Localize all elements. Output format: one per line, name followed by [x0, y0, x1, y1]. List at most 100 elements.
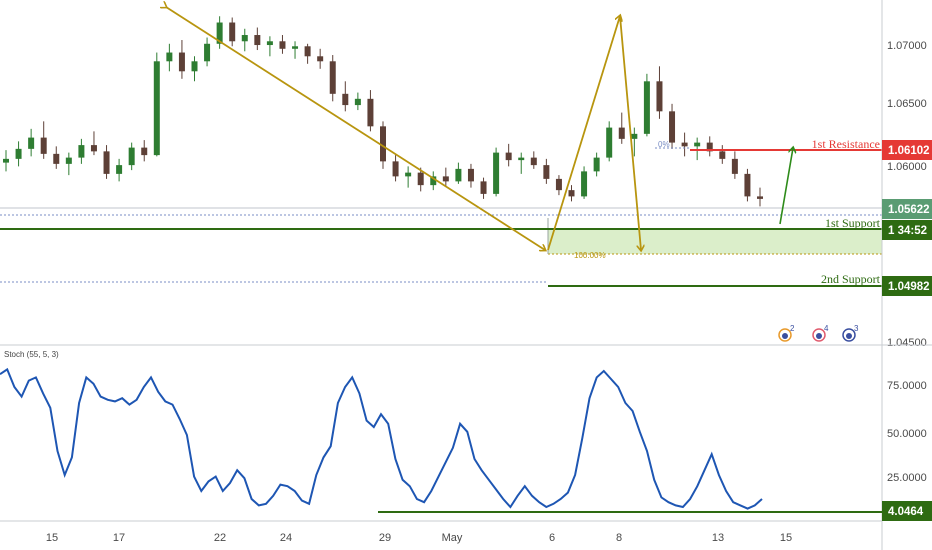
event-flag-inner-icon: [782, 333, 788, 339]
candle-body: [128, 147, 135, 166]
support-price-badge: [882, 220, 932, 240]
price-pane[interactable]: [0, 0, 882, 344]
event-count-b: 4: [824, 324, 829, 333]
candle-body: [40, 137, 47, 154]
candle-body: [116, 165, 123, 174]
candle-body: [292, 46, 299, 49]
stoch-tick: 25.0000: [887, 472, 927, 484]
current-price-badge-text: 1.05622: [888, 204, 930, 216]
candle-body: [191, 61, 198, 72]
candle-body: [241, 35, 248, 42]
first-support-label: 1st Support: [825, 216, 881, 230]
candle-body: [681, 142, 688, 147]
candle-body: [317, 56, 324, 62]
candle-body: [342, 93, 349, 106]
candle-body: [3, 158, 9, 163]
stoch-current-badge-text: 4.0464: [888, 506, 924, 518]
price-tick: 1.07000: [887, 40, 927, 52]
candle-body: [618, 127, 625, 139]
candle-body: [90, 145, 97, 152]
candle-body: [15, 148, 22, 159]
candle-body: [694, 142, 701, 147]
event-count-a: 2: [790, 324, 795, 333]
resistance-price-badge: [882, 140, 932, 160]
price-tick: 1.06000: [887, 161, 927, 173]
candle-body: [643, 81, 650, 134]
candle-body: [744, 173, 751, 197]
event-flag-inner-icon: [816, 333, 822, 339]
candle-body: [656, 81, 663, 112]
stoch-tick: 50.0000: [887, 428, 927, 440]
candle-body: [455, 168, 462, 182]
candle-body: [304, 46, 311, 57]
price-axis[interactable]: 1.07000 1.06500 1.06000 1.04500 1.06102 …: [881, 0, 932, 550]
candle-body: [141, 147, 148, 156]
downtrend-arrow-line[interactable]: [166, 7, 545, 250]
time-tick: 15: [46, 532, 58, 544]
stoch-title: Stoch (55, 5, 3): [4, 350, 59, 359]
candle-body: [480, 181, 487, 194]
stoch-current-badge: [882, 501, 932, 521]
candle-body: [606, 127, 613, 158]
time-tick: 15: [780, 532, 792, 544]
time-axis[interactable]: 15 17 22 24 29 May 6 8 13 15: [0, 520, 882, 544]
fib-0-label: 0%: [658, 140, 670, 149]
candle-body: [731, 158, 738, 174]
candle-body: [568, 190, 575, 197]
time-tick: 13: [712, 532, 724, 544]
candle-body: [65, 157, 72, 164]
candle-body: [719, 151, 726, 159]
candle-body: [266, 41, 273, 46]
candle-body: [505, 152, 512, 161]
candle-body: [103, 151, 110, 174]
time-tick: 6: [549, 532, 555, 544]
candle-body: [706, 142, 713, 152]
candle-body: [530, 157, 537, 166]
second-support-price-badge: [882, 276, 932, 296]
candle-body: [229, 22, 236, 42]
first-resistance-label: 1st Resistance: [812, 137, 880, 151]
candle-body: [555, 178, 562, 191]
candle-body: [442, 176, 449, 182]
price-tick: 1.06500: [887, 98, 927, 110]
candle-body: [78, 145, 85, 158]
candle-body: [417, 172, 424, 186]
support-price-badge-text: 1 34:52: [888, 225, 927, 237]
stoch-tick: 75.0000: [887, 380, 927, 392]
candle-body: [631, 133, 638, 139]
candle-body: [166, 52, 173, 62]
time-tick: 24: [280, 532, 292, 544]
candle-body: [279, 41, 286, 49]
fib-100-label: 100.00%: [574, 251, 606, 260]
second-support-label: 2nd Support: [821, 272, 881, 286]
candle-body: [153, 61, 160, 156]
second-support-price-badge-text: 1.04982: [888, 281, 930, 293]
resistance-price-badge-text: 1.06102: [888, 145, 930, 157]
event-flag-inner-icon: [846, 333, 852, 339]
candle-body: [757, 196, 763, 199]
rally-arrow-line[interactable]: [547, 16, 620, 251]
candle-body: [392, 161, 399, 177]
candle-body: [178, 52, 185, 72]
support-zone: [548, 230, 882, 254]
stochastic-pane[interactable]: Stoch (55, 5, 3) 75.0000 50.0000 25.0000…: [0, 350, 932, 521]
candle-body: [669, 111, 676, 143]
time-tick: 22: [214, 532, 226, 544]
candle-body: [518, 157, 525, 161]
drop-arrow-line[interactable]: [619, 15, 641, 250]
candle-body: [367, 98, 374, 127]
candle-body: [53, 153, 60, 164]
candle-body: [593, 157, 600, 172]
economic-events[interactable]: 2 4 3: [778, 324, 859, 342]
current-price-badge: [882, 199, 932, 219]
candle-body: [254, 35, 261, 46]
bounce-arrow-line[interactable]: [779, 148, 793, 225]
time-tick: 17: [113, 532, 125, 544]
candle-body: [581, 171, 588, 197]
candle-body: [354, 98, 361, 106]
time-tick: 29: [379, 532, 391, 544]
candle-body: [204, 43, 211, 62]
candle-body: [493, 152, 500, 194]
